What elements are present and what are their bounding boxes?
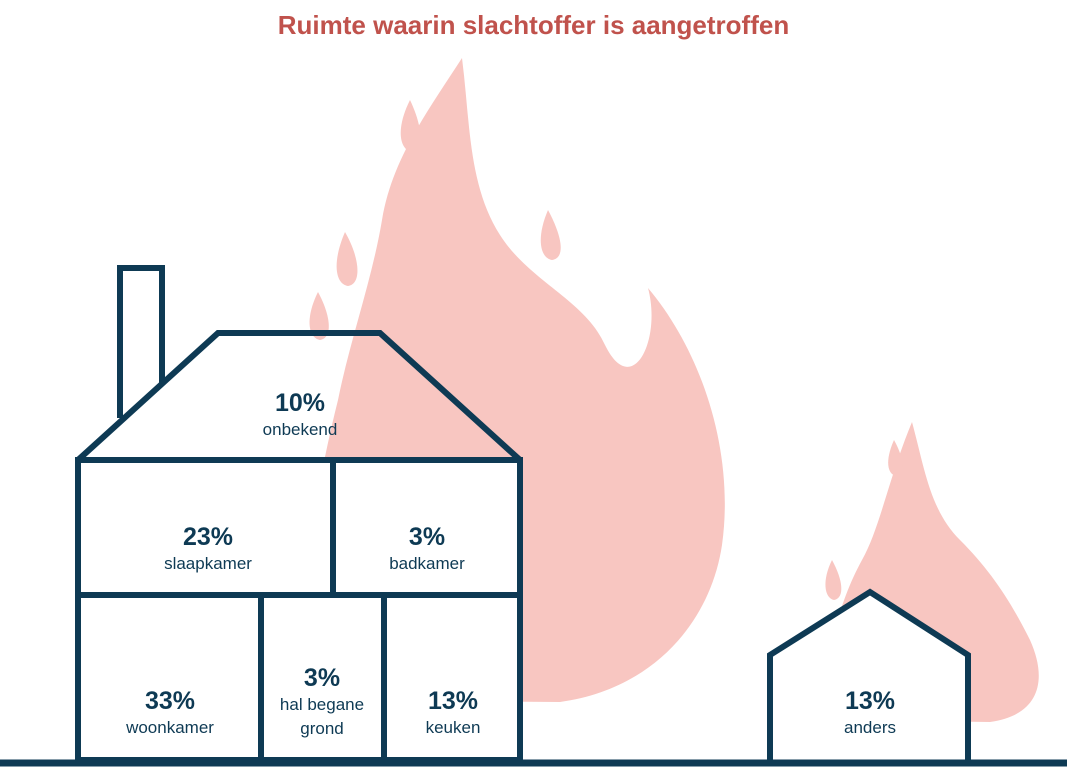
room-percent: 3% bbox=[303, 664, 341, 692]
roof bbox=[75, 330, 523, 463]
room-label: 10% onbekend bbox=[225, 388, 375, 442]
room-label: 13% keuken bbox=[398, 686, 508, 740]
flame-drop bbox=[336, 232, 358, 286]
room-label: 13% anders bbox=[795, 686, 945, 740]
flame-drop bbox=[825, 560, 842, 600]
house bbox=[75, 265, 971, 763]
flame-drop bbox=[540, 210, 561, 260]
room-name: hal begane grond bbox=[279, 695, 365, 738]
room-percent: 33% bbox=[144, 687, 196, 715]
flame-drop bbox=[888, 440, 903, 476]
room-label: 3% badkamer bbox=[352, 522, 502, 576]
room-percent: 3% bbox=[408, 523, 446, 551]
flame-drop bbox=[400, 100, 421, 152]
room-percent: 13% bbox=[427, 687, 479, 715]
room-percent: 13% bbox=[844, 687, 896, 715]
room-name: slaapkamer bbox=[164, 554, 252, 573]
room-label: 3% hal begane grond bbox=[267, 663, 377, 741]
chimney bbox=[117, 265, 165, 418]
flame-drop bbox=[309, 292, 329, 340]
room-label: 33% woonkamer bbox=[95, 686, 245, 740]
room-name: woonkamer bbox=[126, 718, 214, 737]
title: Ruimte waarin slachtoffer is aangetroffe… bbox=[277, 10, 790, 40]
room-percent: 23% bbox=[182, 523, 234, 551]
room-label: 23% slaapkamer bbox=[133, 522, 283, 576]
small-house bbox=[767, 588, 971, 760]
room-name: keuken bbox=[425, 718, 481, 737]
room-name: onbekend bbox=[262, 420, 338, 439]
room-name: badkamer bbox=[389, 554, 465, 573]
room-name: anders bbox=[844, 718, 896, 737]
room-percent: 10% bbox=[274, 389, 326, 417]
